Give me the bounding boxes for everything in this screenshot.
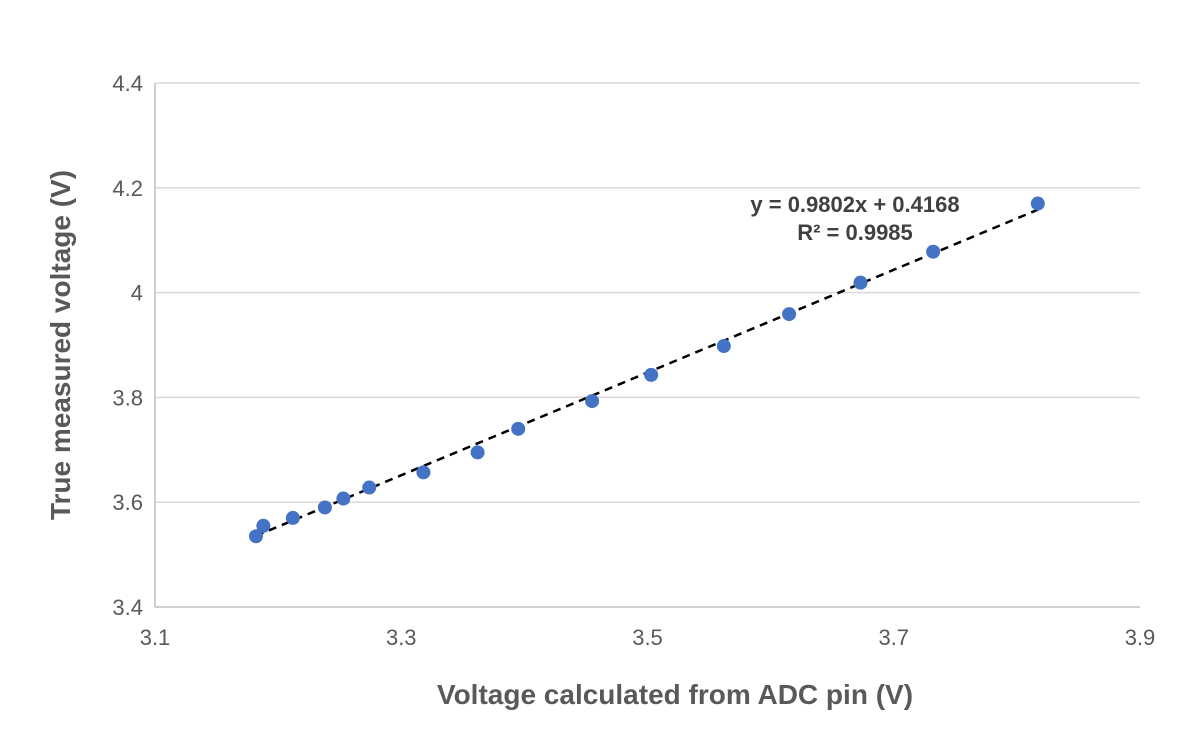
trendline-r-squared: R² = 0.9985	[797, 220, 913, 245]
data-point	[470, 445, 485, 460]
data-point	[285, 510, 300, 525]
x-tick-label: 3.9	[1125, 625, 1156, 650]
data-point	[416, 465, 431, 480]
y-tick-label: 3.6	[112, 490, 143, 515]
data-point	[716, 339, 731, 354]
x-tick-label: 3.3	[386, 625, 417, 650]
x-tick-labels: 3.1 3.3 3.5 3.7 3.9	[140, 625, 1156, 650]
y-axis-title: True measured voltage (V)	[45, 170, 76, 520]
x-axis-title: Voltage calculated from ADC pin (V)	[437, 679, 913, 710]
data-point	[585, 394, 600, 409]
y-tick-label: 4	[131, 281, 143, 306]
data-point	[853, 275, 868, 290]
data-points	[248, 196, 1045, 544]
data-point	[362, 480, 377, 495]
data-point	[926, 244, 941, 259]
y-tick-label: 4.4	[112, 71, 143, 96]
trendline-equation: y = 0.9802x + 0.4168	[750, 192, 959, 217]
data-point	[644, 367, 659, 382]
x-tick-label: 3.7	[878, 625, 909, 650]
data-point	[511, 421, 526, 436]
x-tick-label: 3.5	[632, 625, 663, 650]
data-point	[336, 491, 351, 506]
data-point	[317, 500, 332, 515]
y-tick-labels: 3.4 3.6 3.8 4 4.2 4.4	[112, 71, 143, 620]
data-point	[1030, 196, 1045, 211]
y-tick-label: 3.4	[112, 595, 143, 620]
data-point	[248, 529, 263, 544]
data-point	[256, 518, 271, 533]
gridlines	[155, 82, 1140, 503]
axes	[154, 83, 1140, 608]
y-tick-label: 4.2	[112, 176, 143, 201]
data-point	[782, 307, 797, 322]
x-tick-label: 3.1	[140, 625, 171, 650]
y-tick-label: 3.8	[112, 385, 143, 410]
